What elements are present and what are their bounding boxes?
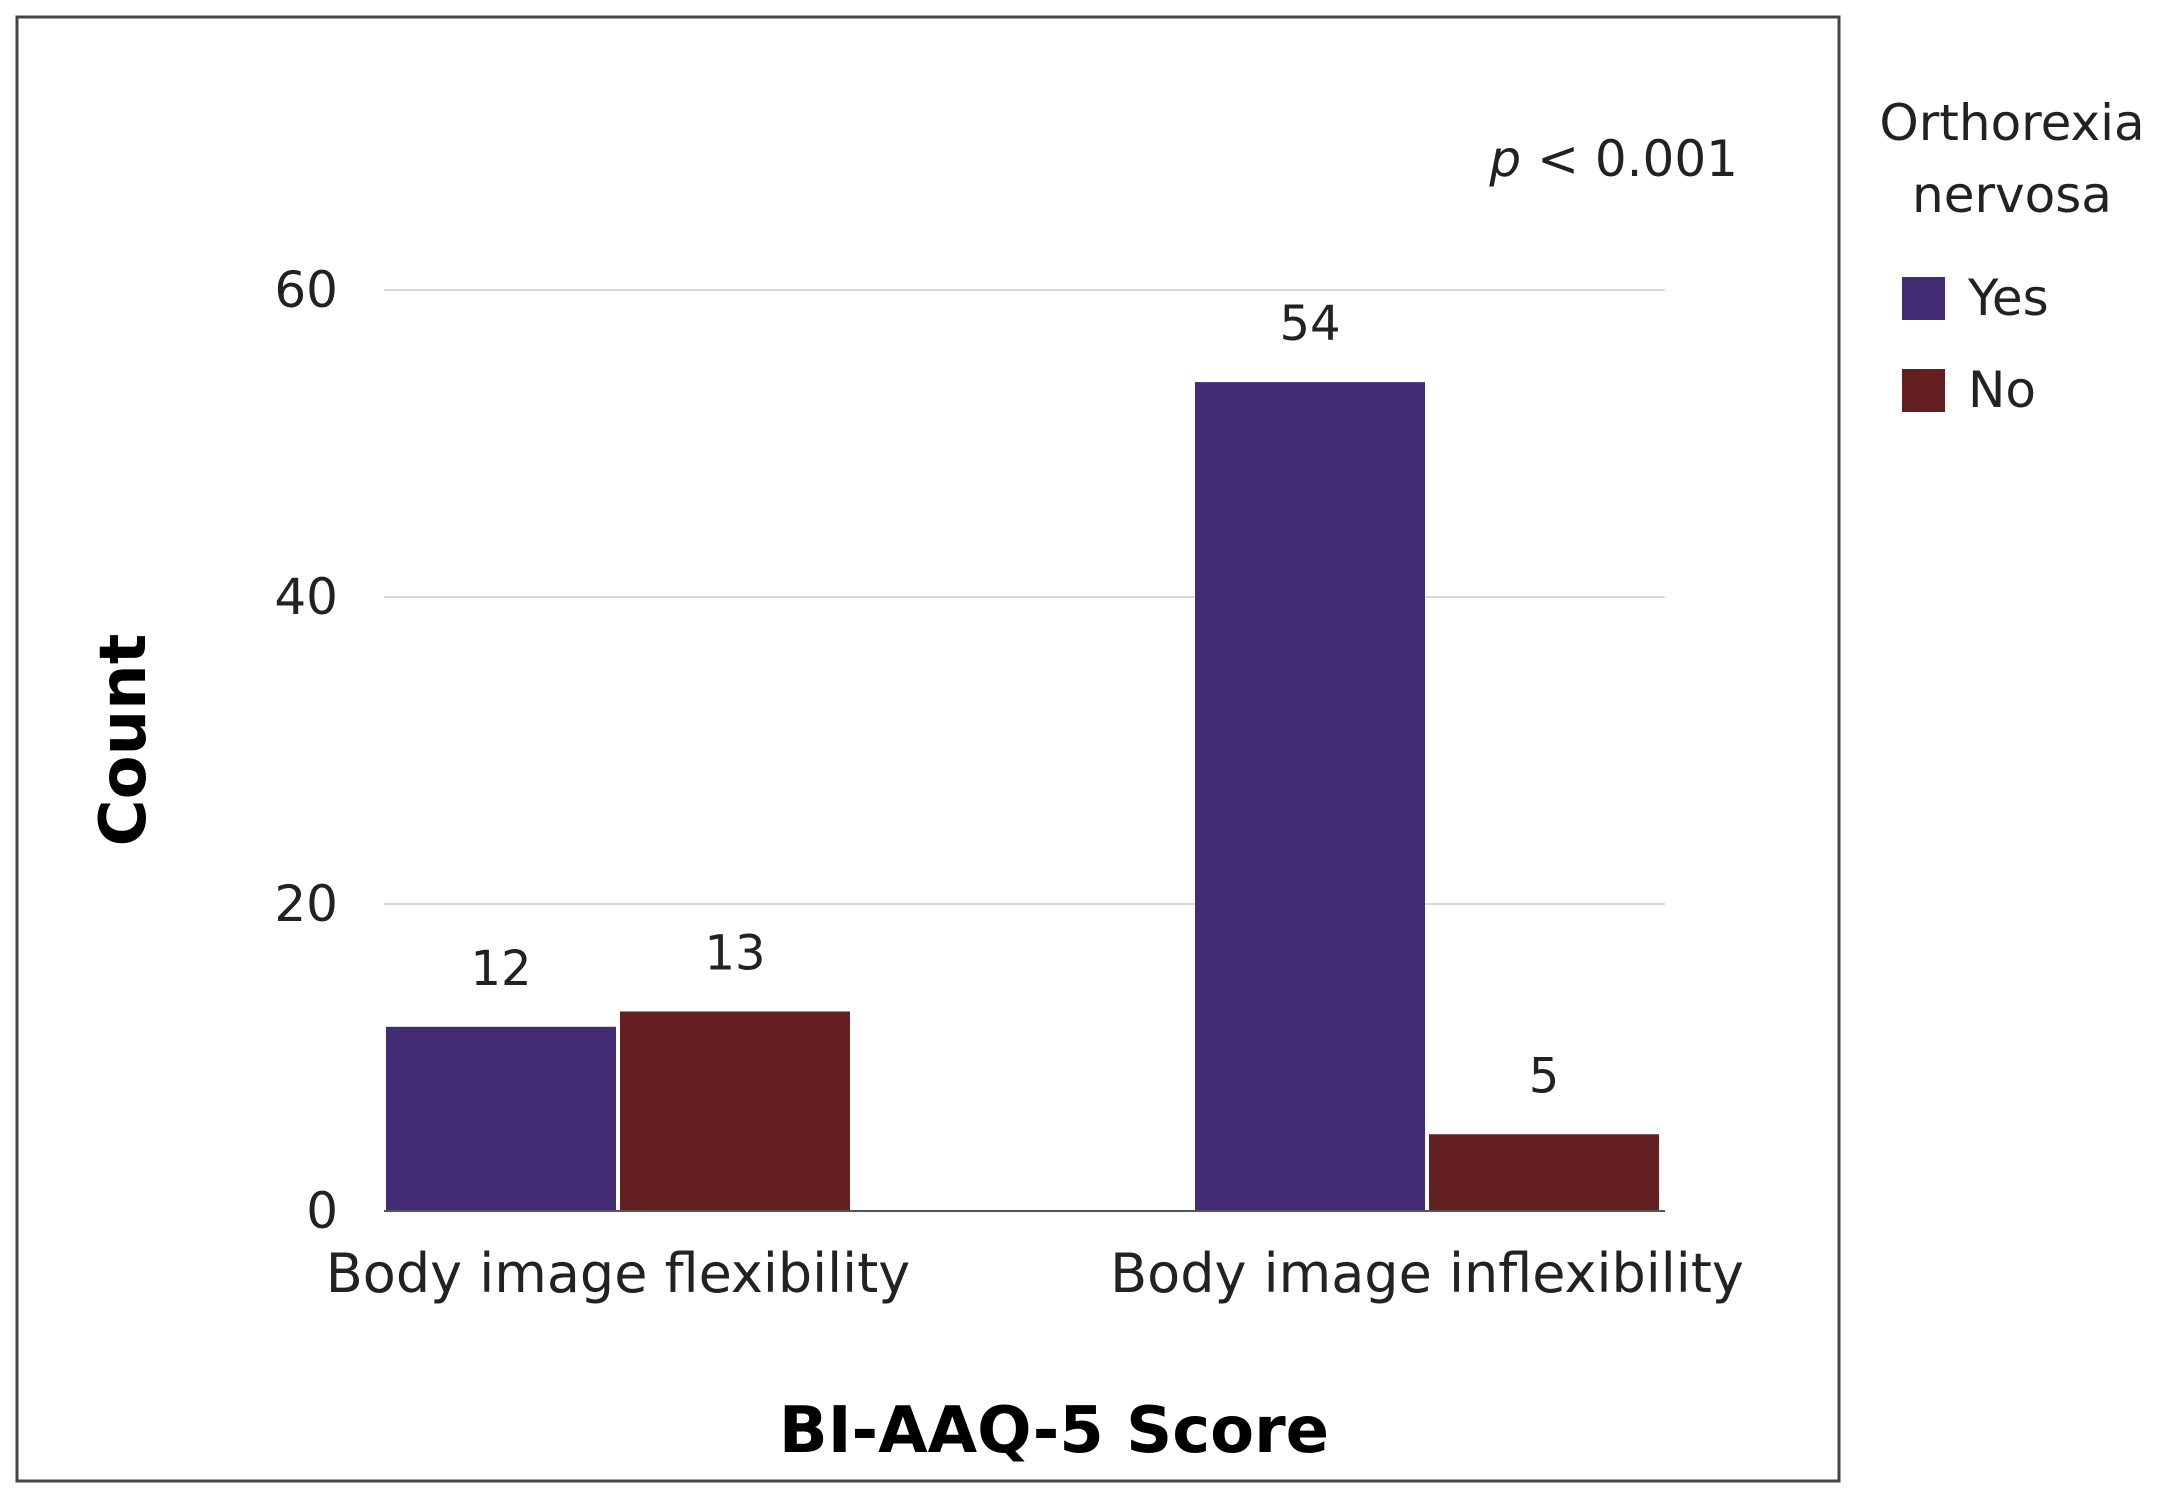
x-axis-title: BI-AAQ-5 Score [779,1394,1329,1468]
bar-value-labels: 12 13 54 5 [470,296,1559,1104]
legend-label-no: No [1968,361,2036,419]
gridlines [384,289,1665,905]
bar-yes [386,1026,616,1211]
y-tick-label: 20 [274,875,338,933]
plot-frame [15,15,1841,1483]
legend: Orthorexia nervosa Yes No [1879,94,2144,419]
legend-title-line-1: Orthorexia [1879,94,2144,152]
legend-items: Yes No [1902,269,2049,419]
y-tick-label: 0 [306,1182,338,1240]
bar-value-label: 12 [470,941,531,997]
legend-label-yes: Yes [1967,269,2049,327]
y-tick-label: 60 [274,261,338,319]
y-axis-title: Count [87,634,161,847]
p-value-text: < 0.001 [1521,130,1738,188]
y-tick-labels: 0 20 40 60 [274,261,338,1240]
legend-swatch-yes [1902,277,1945,320]
x-category-labels: Body image flexibility Body image inflexi… [326,1242,1744,1305]
bar-no [1429,1134,1659,1211]
bars [386,382,1659,1212]
bar-value-label: 5 [1529,1048,1560,1104]
legend-title-line-2: nervosa [1912,166,2112,224]
bar-no [620,1011,850,1211]
legend-swatch-no [1902,369,1945,412]
bar-yes [1195,382,1425,1212]
x-category-label: Body image inflexibility [1110,1242,1744,1305]
bar-value-label: 54 [1279,296,1340,352]
bar-value-label: 13 [704,925,765,981]
x-category-label: Body image flexibility [326,1242,911,1305]
p-value-annotation: p < 0.001 [1488,130,1738,188]
p-value-symbol: p [1488,130,1521,188]
y-tick-label: 40 [274,568,338,626]
